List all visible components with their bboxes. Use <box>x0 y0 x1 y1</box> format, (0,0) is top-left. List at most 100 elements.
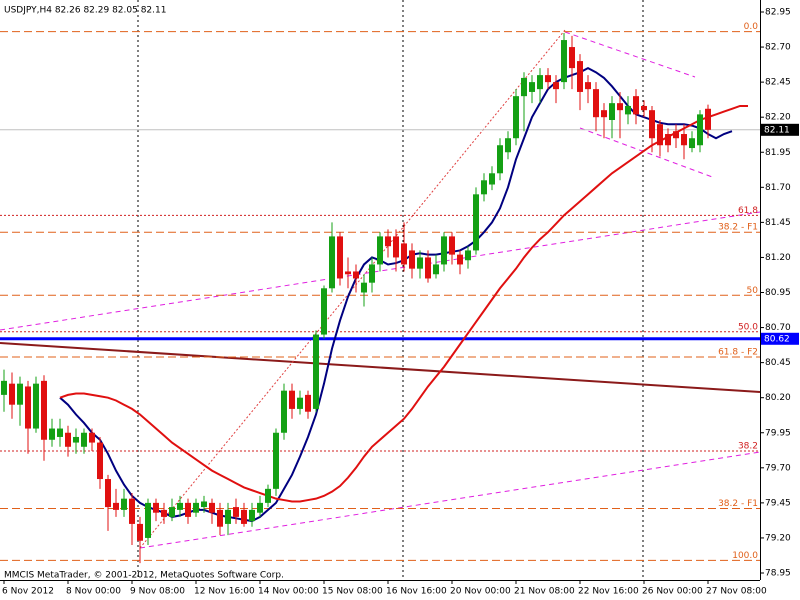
candle-body <box>513 96 519 139</box>
x-tick-label: 6 Nov 2012 <box>2 587 54 597</box>
y-tick-label: 80.20 <box>765 393 791 403</box>
candle-body <box>113 502 119 510</box>
candle-body <box>193 502 199 513</box>
candle-body <box>153 502 159 513</box>
y-tick-label: 80.45 <box>765 358 791 368</box>
drawings <box>0 0 761 580</box>
candle-body <box>145 502 151 538</box>
candle-body <box>393 236 399 258</box>
candle-body <box>465 250 471 261</box>
candle-body <box>689 138 695 149</box>
candle-body <box>73 436 79 443</box>
fibo-label: 61.8 - F2 <box>718 348 758 358</box>
y-tick-label: 82.20 <box>765 113 791 123</box>
candle-body <box>81 432 87 447</box>
candle-body <box>25 386 31 429</box>
channel-line <box>579 127 716 179</box>
candle-body <box>553 82 559 90</box>
x-tick-label: 27 Nov 08:00 <box>706 587 767 597</box>
fibo-label: 38.2 - F1 <box>718 499 758 509</box>
candle-body <box>641 105 647 111</box>
channel-line <box>139 451 761 549</box>
candle-body <box>257 502 263 513</box>
x-tick-label: 16 Nov 16:00 <box>386 587 447 597</box>
price-box-label: 80.62 <box>764 334 790 344</box>
candle-body <box>593 89 599 118</box>
candle-body <box>129 498 135 524</box>
candle-body <box>97 442 103 480</box>
candle-body <box>497 145 503 174</box>
trendline <box>0 342 761 393</box>
candle-body <box>57 428 63 437</box>
candle-body <box>433 264 439 275</box>
candle-body <box>625 105 631 115</box>
candle-body <box>617 103 623 111</box>
candle-body <box>489 173 495 185</box>
candle-body <box>265 488 271 503</box>
candle-body <box>529 82 535 92</box>
fibo-label: 38.2 - F1 <box>718 223 758 233</box>
x-tick-label: 20 Nov 00:00 <box>450 587 511 597</box>
y-tick-label: 82.45 <box>765 78 791 88</box>
candle-body <box>329 236 335 289</box>
candle-body <box>361 282 367 293</box>
y-tick-label: 81.95 <box>765 148 791 158</box>
fibo-label: 50.0 <box>738 322 758 332</box>
candle-body <box>297 397 303 409</box>
candle-body <box>665 134 671 146</box>
candle-body <box>457 254 463 265</box>
y-tick-label: 81.20 <box>765 253 791 263</box>
channel-line <box>0 211 761 331</box>
candle-body <box>161 509 167 517</box>
price-box <box>761 332 799 345</box>
candle-body <box>369 264 375 283</box>
candle-body <box>657 124 663 146</box>
y-tick-label: 80.95 <box>765 288 791 298</box>
candle-body <box>49 428 55 440</box>
y-tick-label: 79.70 <box>765 463 791 473</box>
candle-body <box>417 257 423 269</box>
candle-body <box>41 380 47 440</box>
x-tick-label: 14 Nov 00:00 <box>258 587 319 597</box>
candle-body <box>273 432 279 489</box>
candle-body <box>105 479 111 508</box>
chart-title: USDJPY,H4 82.26 82.29 82.05 82.11 <box>4 6 166 16</box>
y-tick-label: 80.70 <box>765 323 791 333</box>
y-tick-label: 79.20 <box>765 533 791 543</box>
candle-body <box>561 40 567 83</box>
y-tick-label: 81.45 <box>765 218 791 228</box>
candle-body <box>233 507 239 517</box>
fibo-label: 38.2 <box>738 441 758 451</box>
candle-body <box>401 243 407 265</box>
candle-body <box>601 110 607 118</box>
candle-body <box>289 390 295 409</box>
y-tick-label: 78.95 <box>765 569 791 579</box>
candle-body <box>225 509 231 524</box>
candle-body <box>481 180 487 195</box>
candle-body <box>681 134 687 146</box>
candle-body <box>449 236 455 255</box>
x-tick-label: 15 Nov 08:00 <box>322 587 383 597</box>
x-tick-label: 9 Nov 08:00 <box>130 587 185 597</box>
candle-body <box>137 523 143 541</box>
candle-body <box>569 47 575 69</box>
candle-body <box>17 383 23 405</box>
y-tick-label: 79.45 <box>765 498 791 508</box>
channel-line <box>564 31 696 78</box>
footer: MMCIS MetaTrader, © 2001-2012, MetaQuote… <box>4 571 284 581</box>
candle-body <box>313 334 319 409</box>
candle-body <box>217 509 223 527</box>
candle-body <box>9 383 15 405</box>
candle-body <box>377 236 383 265</box>
candle-body <box>577 61 583 92</box>
y-tick-label: 82.70 <box>765 43 791 53</box>
candle-body <box>409 250 415 269</box>
candle-body <box>353 271 359 279</box>
fibo-label: 50 <box>747 286 759 296</box>
fibo-label: 100.0 <box>732 551 758 561</box>
candle-body <box>697 114 703 146</box>
fibo-label: 0.0 <box>744 22 759 32</box>
candle-body <box>1 380 7 395</box>
